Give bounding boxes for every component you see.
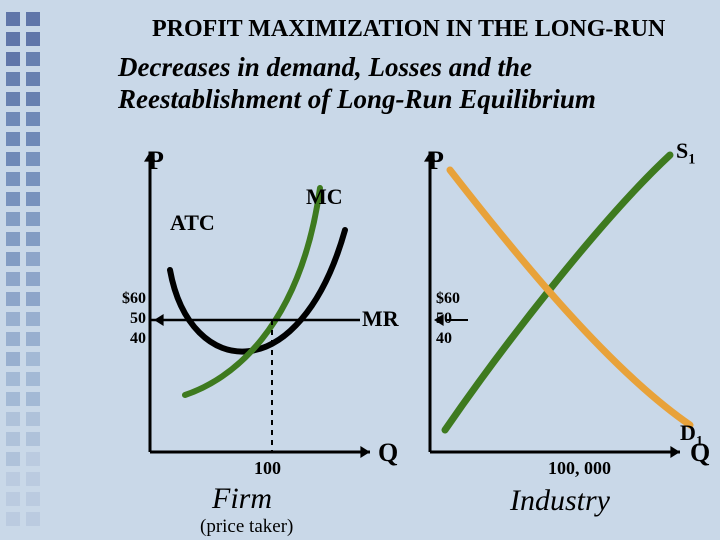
firm-y-tick: $60 xyxy=(106,290,146,308)
industry-y-tick: 50 xyxy=(436,310,452,328)
firm-y-tick: 40 xyxy=(106,330,146,348)
industry-s-label: S1 xyxy=(676,138,695,168)
industry-panel-title: Industry xyxy=(510,484,610,518)
firm-y-tick: 50 xyxy=(106,310,146,328)
industry-y-tick: 40 xyxy=(436,330,452,348)
industry-p-axis-label: P xyxy=(428,146,444,176)
industry-x-tick-label: 100, 000 xyxy=(548,458,611,479)
industry-y-tick: $60 xyxy=(436,290,460,308)
content-layer: PROFIT MAXIMIZATION IN THE LONG-RUN Decr… xyxy=(0,0,720,540)
industry-arrow xyxy=(0,0,720,540)
industry-d-label: D1 xyxy=(680,420,703,450)
